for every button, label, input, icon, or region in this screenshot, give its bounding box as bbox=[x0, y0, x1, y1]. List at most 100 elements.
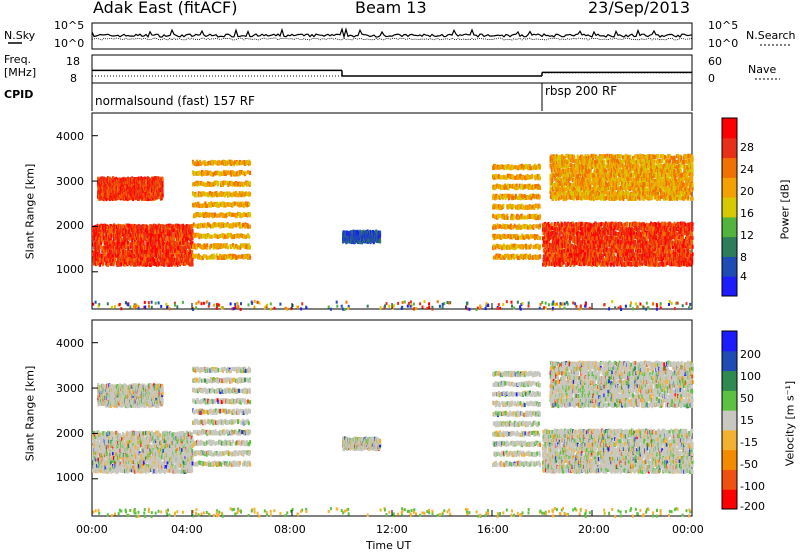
power-cell bbox=[92, 254, 95, 259]
power-cell bbox=[153, 233, 156, 237]
velocity-cell bbox=[115, 452, 118, 457]
velocity-cell bbox=[116, 465, 119, 470]
velocity-cell bbox=[95, 455, 98, 460]
velocity-cell bbox=[155, 469, 158, 474]
power-cell bbox=[142, 241, 145, 246]
velocity-cell bbox=[172, 460, 175, 465]
velocity-cell bbox=[112, 456, 115, 461]
power-cell bbox=[103, 245, 106, 250]
velocity-cell bbox=[142, 431, 144, 436]
power-cell bbox=[104, 236, 107, 240]
velocity-cb-tick-m15: -15 bbox=[740, 436, 758, 449]
power-cell bbox=[120, 233, 123, 238]
power-cell bbox=[191, 223, 194, 228]
power-cell bbox=[158, 240, 161, 245]
power-cell bbox=[141, 257, 144, 262]
power-cell bbox=[173, 236, 176, 241]
power-cell bbox=[150, 248, 153, 253]
power-cell bbox=[104, 252, 107, 257]
velocity-cell bbox=[120, 455, 123, 460]
power-cell bbox=[167, 258, 169, 263]
power-cell bbox=[143, 197, 146, 201]
power-cell bbox=[131, 183, 134, 188]
power-cell bbox=[94, 249, 97, 254]
velocity-cell bbox=[162, 438, 165, 443]
freq-unit-label: [MHz] bbox=[4, 66, 37, 79]
power-cell bbox=[160, 237, 163, 241]
velocity-cell bbox=[107, 437, 109, 442]
power-cell bbox=[110, 233, 113, 238]
velocity-cell bbox=[144, 456, 147, 461]
power-cell bbox=[121, 238, 124, 243]
velocity-cell bbox=[145, 438, 148, 443]
power-cell bbox=[176, 262, 179, 267]
velocity-cell bbox=[110, 469, 113, 474]
velocity-cell bbox=[97, 457, 100, 462]
velocity-cell bbox=[112, 443, 115, 448]
velocity-cell bbox=[154, 465, 157, 470]
velocity-cell bbox=[159, 433, 162, 438]
power-cell bbox=[92, 237, 95, 242]
power-cell bbox=[152, 241, 155, 246]
power-cell bbox=[142, 192, 145, 197]
power-cell bbox=[188, 252, 191, 257]
velocity-cell bbox=[155, 457, 158, 462]
power-cell bbox=[129, 233, 132, 238]
power-cell bbox=[119, 242, 122, 247]
power-cell bbox=[156, 230, 159, 235]
power-cell bbox=[183, 237, 186, 242]
velocity-cell bbox=[149, 438, 152, 443]
date-title: 23/Sep/2013 bbox=[588, 0, 691, 17]
power-cell bbox=[114, 258, 117, 262]
power-cell bbox=[101, 176, 104, 181]
velocity-cell bbox=[135, 469, 138, 474]
power-cell bbox=[124, 180, 127, 185]
power-cell bbox=[155, 253, 158, 258]
velocity-cell bbox=[173, 444, 176, 449]
cpid-segment-1: normalsound (fast) 157 RF bbox=[95, 94, 255, 108]
velocity-cell bbox=[132, 445, 135, 449]
power-cell bbox=[169, 240, 172, 245]
power-cell bbox=[131, 237, 134, 242]
velocity-cell bbox=[133, 435, 136, 440]
velocity-cell bbox=[125, 455, 128, 460]
velocity-cell bbox=[191, 443, 194, 448]
velocity-cell bbox=[109, 434, 112, 439]
power-cell bbox=[157, 256, 160, 261]
power-cell bbox=[161, 185, 164, 190]
power-cell bbox=[107, 262, 109, 267]
velocity-cell bbox=[188, 455, 191, 459]
power-cell bbox=[156, 258, 159, 263]
power-cell bbox=[166, 237, 169, 242]
velocity-cell bbox=[191, 461, 194, 466]
velocity-cell bbox=[112, 435, 115, 440]
power-cell bbox=[157, 254, 160, 258]
power-cell bbox=[111, 184, 114, 189]
power-cell bbox=[139, 224, 142, 229]
velocity-cell bbox=[105, 455, 108, 459]
velocity-cell bbox=[140, 453, 143, 458]
power-cell bbox=[154, 258, 157, 263]
power-cell bbox=[99, 244, 102, 248]
velocity-cell bbox=[103, 449, 106, 454]
velocity-cell bbox=[191, 468, 194, 473]
power-cell bbox=[144, 192, 147, 197]
power-cell bbox=[123, 262, 126, 267]
power-cell bbox=[166, 262, 169, 267]
power-cell bbox=[191, 262, 194, 267]
power-cell bbox=[127, 258, 130, 263]
power-cell bbox=[139, 192, 142, 197]
velocity-cell bbox=[108, 463, 111, 468]
velocity-cell bbox=[121, 437, 124, 442]
velocity-cell bbox=[152, 470, 154, 474]
velocity-cell bbox=[98, 467, 101, 472]
xtick-2: 08:00 bbox=[274, 523, 306, 536]
velocity-cell bbox=[119, 433, 122, 438]
velocity-cell bbox=[147, 449, 149, 453]
freq-panel-frame bbox=[91, 54, 693, 84]
velocity-cb-tick-m50: -50 bbox=[740, 458, 758, 471]
power-cell bbox=[142, 248, 145, 253]
velocity-cell bbox=[122, 441, 125, 446]
power-cell bbox=[160, 258, 163, 263]
power-cell bbox=[131, 177, 134, 182]
